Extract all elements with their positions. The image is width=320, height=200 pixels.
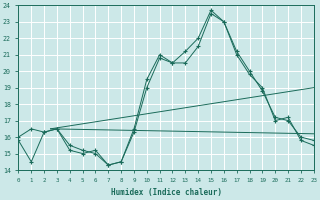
X-axis label: Humidex (Indice chaleur): Humidex (Indice chaleur) (111, 188, 221, 197)
